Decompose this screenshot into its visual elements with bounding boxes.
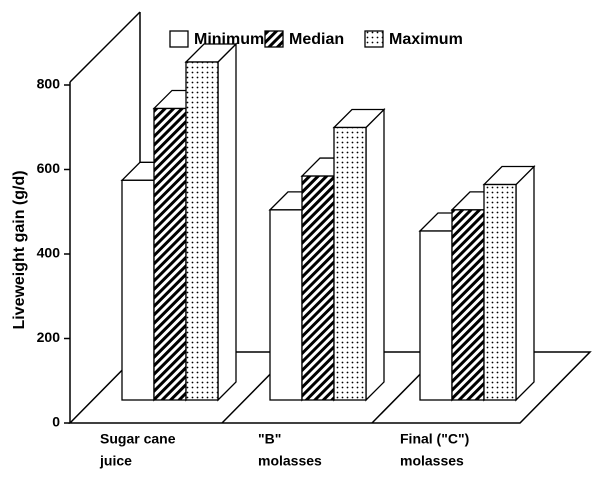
x-tick-label: Sugar cane [100, 431, 176, 447]
bar [184, 42, 238, 402]
bar-front [185, 61, 219, 401]
x-tick-label: juice [99, 453, 132, 469]
legend-label: Median [289, 31, 344, 48]
y-tick-label: 200 [37, 329, 61, 345]
bar-side [365, 107, 385, 402]
y-tick-label: 600 [37, 160, 61, 176]
bar [482, 164, 536, 402]
legend-swatch [169, 30, 189, 48]
y-tick-label: 400 [37, 245, 61, 261]
y-tick-label: 800 [37, 76, 61, 92]
bar-front [483, 183, 517, 401]
x-tick-label: Final ("C") [400, 431, 469, 447]
legend-swatch [264, 30, 284, 48]
legend-label: Minimum [194, 31, 264, 48]
bar-front [301, 175, 335, 401]
bar-side [217, 42, 237, 402]
bar-front [333, 126, 367, 401]
bar-front [269, 209, 303, 401]
bar-front [419, 230, 453, 401]
legend-swatch [364, 30, 384, 48]
y-axis-label: Liveweight gain (g/d) [11, 170, 28, 329]
y-tick-label: 0 [52, 414, 60, 430]
x-tick-label: molasses [400, 453, 464, 469]
x-tick-label: "B" [258, 431, 281, 447]
bar-front [121, 179, 155, 401]
x-tick-label: molasses [258, 453, 322, 469]
bar [332, 107, 386, 402]
bar-front [451, 209, 485, 401]
bar-side [515, 164, 535, 402]
bar-front [153, 107, 187, 401]
legend-label: Maximum [389, 31, 463, 48]
